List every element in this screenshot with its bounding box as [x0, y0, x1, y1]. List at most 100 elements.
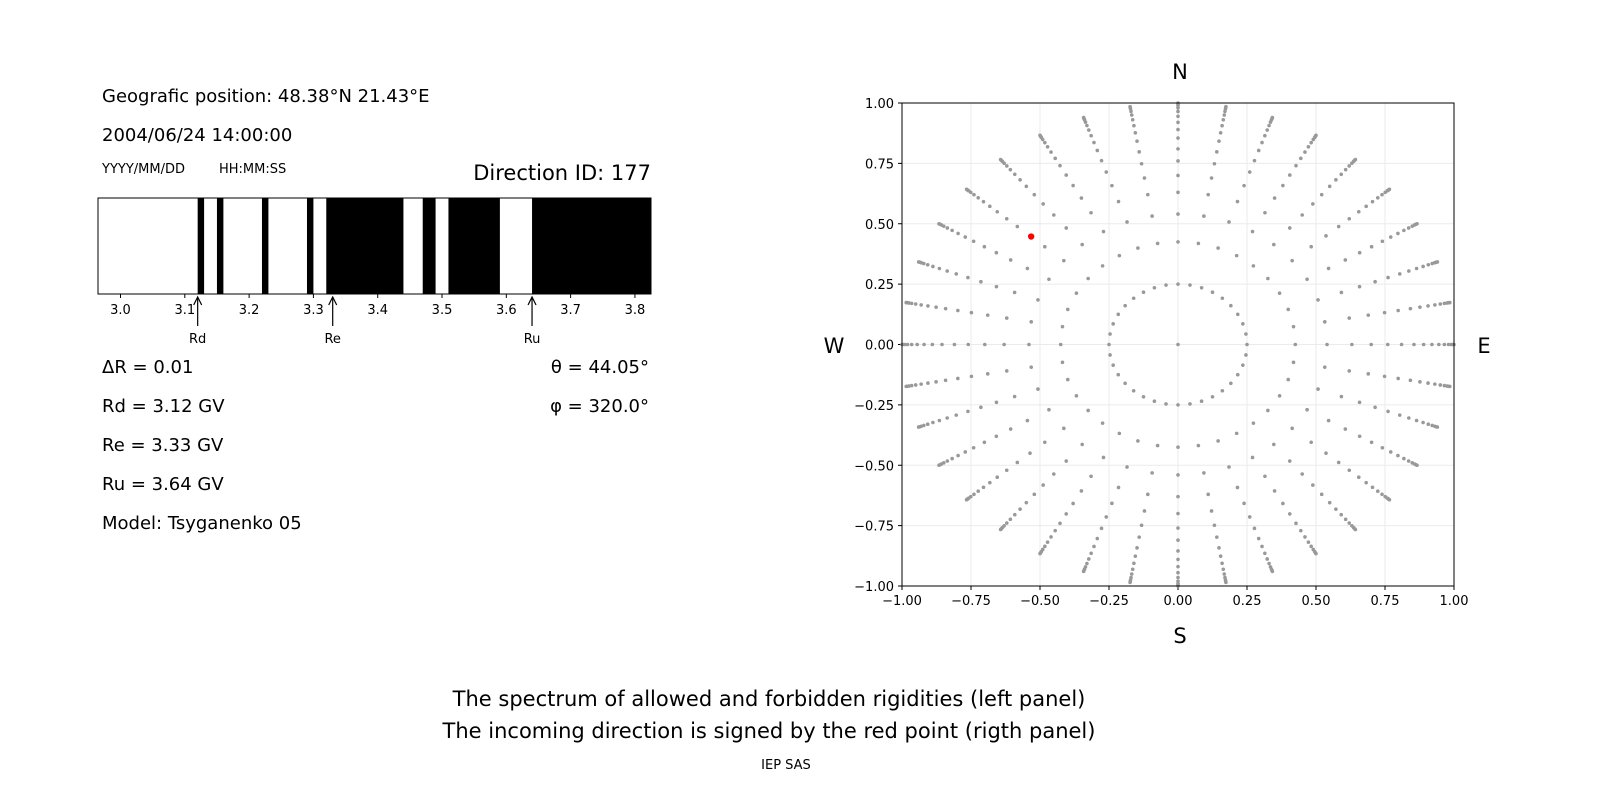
grid-point — [1250, 229, 1255, 234]
grid-point — [1266, 276, 1270, 281]
grid-point — [1125, 465, 1129, 469]
grid-point — [1176, 473, 1180, 477]
grid-point — [934, 305, 938, 309]
grid-point — [1299, 528, 1303, 533]
spectrum-frame — [97, 197, 652, 295]
grid-point — [1396, 376, 1400, 381]
grid-point — [926, 304, 930, 308]
grid-point — [1281, 183, 1285, 188]
grid-point — [1111, 363, 1115, 367]
grid-point — [994, 250, 999, 255]
grid-point — [1324, 234, 1328, 238]
grid-point — [1277, 291, 1282, 295]
grid-point — [1412, 342, 1416, 347]
grid-point — [1032, 192, 1037, 197]
direction-plot: −1.00 −0.75 −0.50 −0.25 0.00 0.25 0.50 0.75 1.00… — [854, 97, 1468, 609]
grid-point — [1414, 418, 1419, 423]
grid-point — [1041, 483, 1045, 487]
grid-point — [1004, 468, 1009, 473]
grid-point — [1263, 474, 1267, 479]
grid-point — [1407, 269, 1411, 273]
grid-point — [1286, 307, 1291, 312]
grid-point — [1025, 418, 1030, 423]
grid-point — [1373, 405, 1377, 410]
grid-point — [1334, 178, 1338, 182]
grid-point — [1343, 258, 1348, 262]
grid-point — [1244, 353, 1248, 357]
grid-point — [1415, 463, 1419, 468]
grid-point — [1224, 580, 1228, 585]
grid-point — [964, 187, 969, 192]
grid-point — [1305, 407, 1309, 412]
grid-point — [1222, 572, 1227, 576]
grid-point — [1322, 365, 1327, 369]
grid-point — [1421, 342, 1426, 347]
grid-point — [1116, 485, 1121, 490]
forbidden-band — [197, 198, 205, 294]
grid-point — [1123, 381, 1127, 386]
grid-point — [1135, 139, 1139, 143]
x-tick-label: 3.7 — [560, 303, 581, 318]
grid-point — [969, 310, 974, 315]
grid-point — [1202, 471, 1206, 475]
grid-point — [1347, 316, 1352, 320]
y-tick-label: −0.25 — [854, 399, 894, 414]
grid-point — [909, 342, 914, 347]
grid-point — [972, 492, 976, 497]
grid-point — [1235, 199, 1240, 204]
grid-point — [1196, 443, 1201, 448]
grid-point — [1387, 187, 1392, 192]
grid-point — [1062, 258, 1066, 263]
grid-point — [1032, 492, 1037, 497]
grid-point — [1339, 172, 1344, 177]
grid-point — [1176, 173, 1180, 178]
grid-point — [1375, 196, 1380, 200]
arrowhead — [527, 295, 537, 306]
grid-point — [1380, 492, 1384, 497]
grid-point — [1004, 216, 1009, 221]
grid-point — [1133, 554, 1138, 558]
grid-point — [1176, 282, 1180, 286]
grid-point — [1045, 540, 1050, 544]
grid-point — [985, 372, 990, 376]
grid-point — [1018, 507, 1022, 511]
grid-point — [1290, 426, 1294, 431]
x-tick-label: 0.00 — [1164, 594, 1193, 609]
grid-point — [1256, 536, 1261, 541]
x-tick-label: 3.1 — [174, 303, 195, 318]
grid-point — [1176, 511, 1180, 516]
grid-point — [1004, 316, 1009, 320]
grid-point — [966, 275, 970, 280]
x-tick-label: 0.75 — [1371, 594, 1400, 609]
grid-point — [1309, 244, 1313, 249]
grid-point — [1188, 283, 1192, 287]
grid-point — [1199, 399, 1204, 404]
grid-point — [1152, 399, 1157, 404]
grid-point — [995, 209, 1000, 214]
grid-point — [922, 342, 926, 347]
grid-point — [1041, 202, 1045, 206]
compass-east: E — [1477, 334, 1490, 358]
grid-point — [1235, 312, 1240, 317]
grid-point — [1311, 483, 1315, 487]
grid-point — [1399, 342, 1404, 347]
grid-point — [1012, 172, 1017, 177]
grid-point — [1235, 485, 1240, 490]
grid-point — [1339, 512, 1344, 517]
grid-point — [1357, 284, 1362, 289]
grid-point — [1311, 202, 1315, 206]
grid-point — [1309, 140, 1313, 145]
x-tick-label: −0.25 — [1089, 594, 1129, 609]
marker-label-re: Re — [324, 332, 340, 347]
grid-point — [966, 409, 970, 414]
grid-point — [1364, 480, 1368, 485]
grid-point — [919, 303, 923, 307]
grid-point — [1306, 540, 1311, 544]
grid-point — [1110, 501, 1114, 506]
phi-value: φ = 320.0° — [550, 396, 649, 417]
grid-point — [1071, 501, 1075, 506]
grid-point — [1251, 264, 1256, 268]
rd-value: Rd = 3.12 GV — [102, 396, 225, 417]
grid-point — [1002, 342, 1006, 347]
x-tick-label: 3.8 — [625, 303, 646, 318]
